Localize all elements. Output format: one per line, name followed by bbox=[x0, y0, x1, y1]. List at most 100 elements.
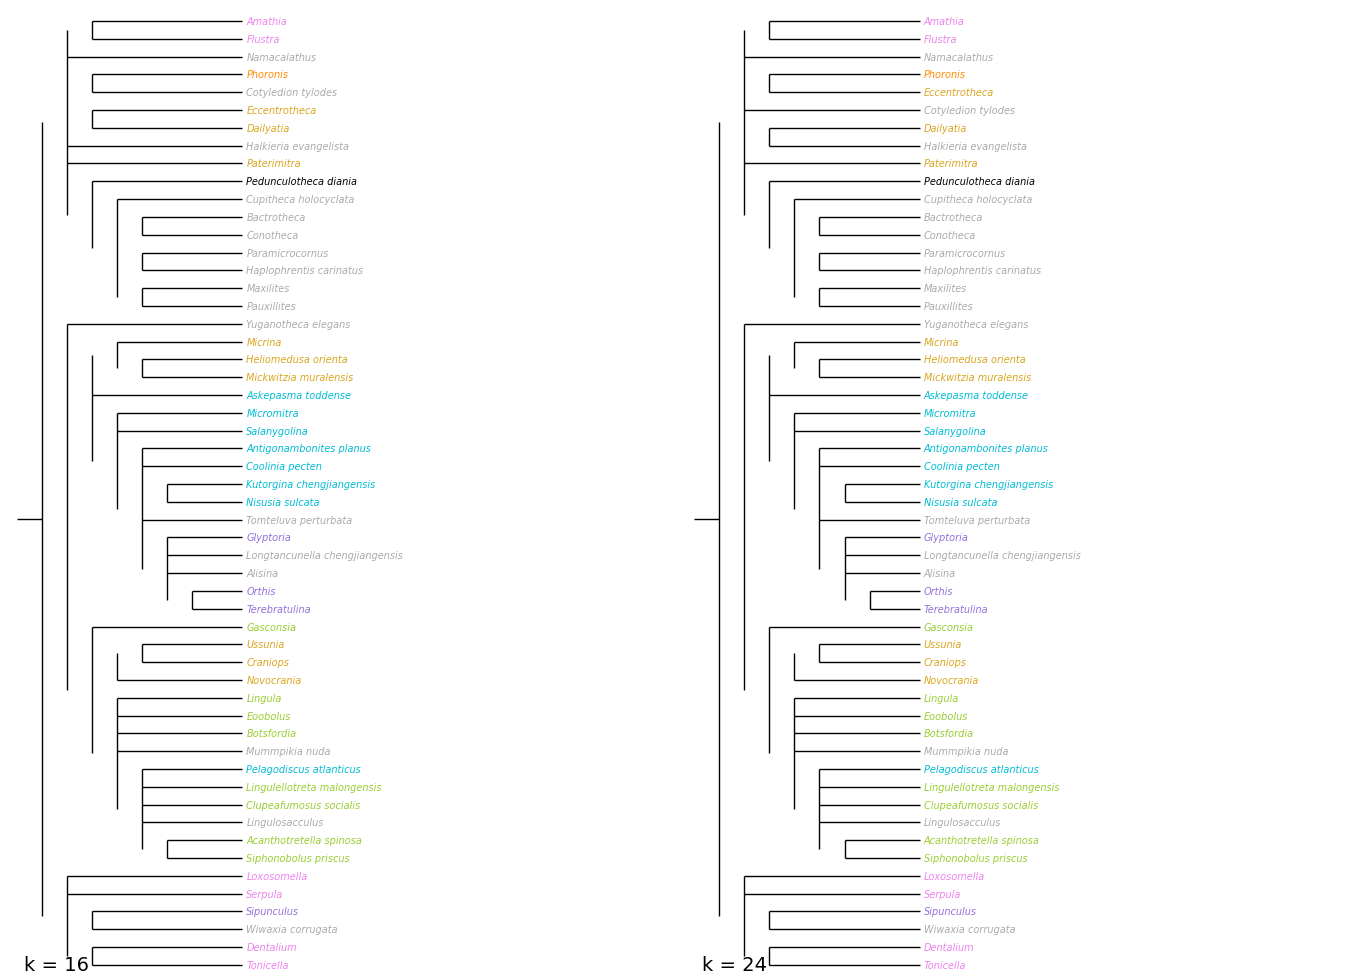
Text: Kutorgina chengjiangensis: Kutorgina chengjiangensis bbox=[247, 479, 375, 490]
Text: Coolinia pecten: Coolinia pecten bbox=[247, 462, 322, 471]
Text: Dailyatia: Dailyatia bbox=[247, 123, 289, 134]
Text: Coolinia pecten: Coolinia pecten bbox=[924, 462, 999, 471]
Text: Namacalathus: Namacalathus bbox=[247, 53, 316, 63]
Text: Bactrotheca: Bactrotheca bbox=[924, 212, 983, 223]
Text: Conotheca: Conotheca bbox=[924, 231, 976, 241]
Text: Maxilites: Maxilites bbox=[924, 284, 966, 293]
Text: Ussunia: Ussunia bbox=[924, 640, 962, 649]
Text: Paterimitra: Paterimitra bbox=[924, 159, 979, 169]
Text: Kutorgina chengjiangensis: Kutorgina chengjiangensis bbox=[924, 479, 1052, 490]
Text: Haplophrentis carinatus: Haplophrentis carinatus bbox=[924, 266, 1041, 276]
Text: Glyptoria: Glyptoria bbox=[924, 533, 969, 543]
Text: Craniops: Craniops bbox=[247, 657, 289, 667]
Text: Loxosomella: Loxosomella bbox=[924, 871, 985, 881]
Text: Halkieria evangelista: Halkieria evangelista bbox=[247, 142, 349, 152]
Text: Lingula: Lingula bbox=[247, 693, 282, 703]
Text: Dailyatia: Dailyatia bbox=[924, 123, 966, 134]
Text: Namacalathus: Namacalathus bbox=[924, 53, 994, 63]
Text: Lingulellotreta malongensis: Lingulellotreta malongensis bbox=[247, 782, 382, 792]
Text: Flustra: Flustra bbox=[247, 35, 279, 45]
Text: Yuganotheca elegans: Yuganotheca elegans bbox=[924, 320, 1028, 330]
Text: Clupeafumosus socialis: Clupeafumosus socialis bbox=[924, 800, 1037, 810]
Text: Flustra: Flustra bbox=[924, 35, 957, 45]
Text: Acanthotretella spinosa: Acanthotretella spinosa bbox=[924, 835, 1040, 845]
Text: Micrina: Micrina bbox=[247, 337, 282, 347]
Text: Terebratulina: Terebratulina bbox=[247, 604, 311, 614]
Text: Pedunculotheca diania: Pedunculotheca diania bbox=[924, 177, 1035, 187]
Text: Gasconsia: Gasconsia bbox=[247, 622, 296, 632]
Text: Tomteluva perturbata: Tomteluva perturbata bbox=[247, 515, 353, 525]
Text: Heliomedusa orienta: Heliomedusa orienta bbox=[247, 355, 348, 365]
Text: Halkieria evangelista: Halkieria evangelista bbox=[924, 142, 1026, 152]
Text: Eoobolus: Eoobolus bbox=[247, 711, 290, 721]
Text: Pauxillites: Pauxillites bbox=[247, 301, 296, 312]
Text: Novocrania: Novocrania bbox=[247, 675, 301, 686]
Text: Alisina: Alisina bbox=[247, 568, 278, 579]
Text: Terebratulina: Terebratulina bbox=[924, 604, 988, 614]
Text: Eoobolus: Eoobolus bbox=[924, 711, 968, 721]
Text: Bactrotheca: Bactrotheca bbox=[247, 212, 305, 223]
Text: Botsfordia: Botsfordia bbox=[924, 729, 973, 738]
Text: Paramicrocornus: Paramicrocornus bbox=[924, 248, 1006, 258]
Text: Mummpikia nuda: Mummpikia nuda bbox=[247, 746, 331, 756]
Text: Lingulosacculus: Lingulosacculus bbox=[924, 818, 1000, 827]
Text: Antigonambonites planus: Antigonambonites planus bbox=[924, 444, 1048, 454]
Text: Botsfordia: Botsfordia bbox=[247, 729, 296, 738]
Text: Salanygolina: Salanygolina bbox=[924, 426, 987, 436]
Text: Mickwitzia muralensis: Mickwitzia muralensis bbox=[924, 373, 1030, 382]
Text: Clupeafumosus socialis: Clupeafumosus socialis bbox=[247, 800, 360, 810]
Text: Micromitra: Micromitra bbox=[247, 409, 298, 419]
Text: Acanthotretella spinosa: Acanthotretella spinosa bbox=[247, 835, 363, 845]
Text: Novocrania: Novocrania bbox=[924, 675, 979, 686]
Text: Amathia: Amathia bbox=[247, 17, 288, 27]
Text: Loxosomella: Loxosomella bbox=[247, 871, 308, 881]
Text: Tonicella: Tonicella bbox=[924, 960, 966, 970]
Text: Dentalium: Dentalium bbox=[924, 942, 975, 953]
Text: Micrina: Micrina bbox=[924, 337, 960, 347]
Text: Heliomedusa orienta: Heliomedusa orienta bbox=[924, 355, 1025, 365]
Text: Cupitheca holocyclata: Cupitheca holocyclata bbox=[924, 195, 1032, 204]
Text: Conotheca: Conotheca bbox=[247, 231, 298, 241]
Text: Glyptoria: Glyptoria bbox=[247, 533, 292, 543]
Text: Cotyledion tylodes: Cotyledion tylodes bbox=[247, 88, 338, 98]
Text: Mickwitzia muralensis: Mickwitzia muralensis bbox=[247, 373, 353, 382]
Text: Craniops: Craniops bbox=[924, 657, 966, 667]
Text: Sipunculus: Sipunculus bbox=[924, 907, 976, 916]
Text: Nisusia sulcata: Nisusia sulcata bbox=[247, 498, 320, 508]
Text: Askepasma toddense: Askepasma toddense bbox=[924, 390, 1029, 401]
Text: Paterimitra: Paterimitra bbox=[247, 159, 301, 169]
Text: Sipunculus: Sipunculus bbox=[247, 907, 300, 916]
Text: Pauxillites: Pauxillites bbox=[924, 301, 973, 312]
Text: Pelagodiscus atlanticus: Pelagodiscus atlanticus bbox=[924, 764, 1039, 775]
Text: Askepasma toddense: Askepasma toddense bbox=[247, 390, 352, 401]
Text: Pedunculotheca diania: Pedunculotheca diania bbox=[247, 177, 357, 187]
Text: Serpula: Serpula bbox=[247, 889, 284, 899]
Text: Pelagodiscus atlanticus: Pelagodiscus atlanticus bbox=[247, 764, 361, 775]
Text: Lingulosacculus: Lingulosacculus bbox=[247, 818, 323, 827]
Text: Phoronis: Phoronis bbox=[247, 70, 288, 80]
Text: Tomteluva perturbata: Tomteluva perturbata bbox=[924, 515, 1030, 525]
Text: Nisusia sulcata: Nisusia sulcata bbox=[924, 498, 998, 508]
Text: Dentalium: Dentalium bbox=[247, 942, 297, 953]
Text: k = 16: k = 16 bbox=[25, 955, 89, 974]
Text: Ussunia: Ussunia bbox=[247, 640, 285, 649]
Text: k = 24: k = 24 bbox=[702, 955, 766, 974]
Text: Longtancunella chengjiangensis: Longtancunella chengjiangensis bbox=[924, 551, 1081, 560]
Text: Alisina: Alisina bbox=[924, 568, 955, 579]
Text: Longtancunella chengjiangensis: Longtancunella chengjiangensis bbox=[247, 551, 403, 560]
Text: Salanygolina: Salanygolina bbox=[247, 426, 309, 436]
Text: Gasconsia: Gasconsia bbox=[924, 622, 973, 632]
Text: Serpula: Serpula bbox=[924, 889, 961, 899]
Text: Phoronis: Phoronis bbox=[924, 70, 965, 80]
Text: Micromitra: Micromitra bbox=[924, 409, 976, 419]
Text: Orthis: Orthis bbox=[924, 586, 953, 597]
Text: Maxilites: Maxilites bbox=[247, 284, 289, 293]
Text: Lingula: Lingula bbox=[924, 693, 960, 703]
Text: Paramicrocornus: Paramicrocornus bbox=[247, 248, 328, 258]
Text: Cotyledion tylodes: Cotyledion tylodes bbox=[924, 106, 1014, 116]
Text: Antigonambonites planus: Antigonambonites planus bbox=[247, 444, 371, 454]
Text: Siphonobolus priscus: Siphonobolus priscus bbox=[247, 853, 350, 864]
Text: Mummpikia nuda: Mummpikia nuda bbox=[924, 746, 1009, 756]
Text: Eccentrotheca: Eccentrotheca bbox=[924, 88, 994, 98]
Text: Amathia: Amathia bbox=[924, 17, 965, 27]
